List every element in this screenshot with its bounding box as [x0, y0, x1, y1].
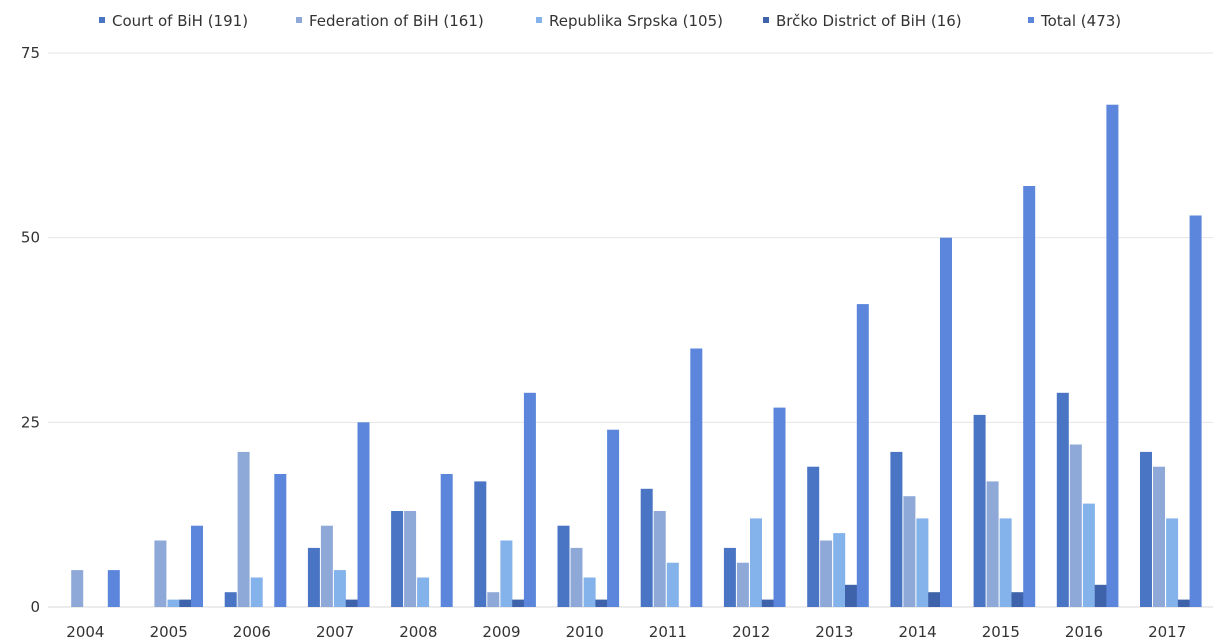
x-tick-label: 2009 [482, 623, 520, 641]
x-tick-label: 2008 [399, 623, 437, 641]
bar [940, 237, 952, 607]
bar [474, 481, 487, 607]
bar [1153, 466, 1165, 607]
bar [750, 518, 762, 607]
bar [357, 422, 370, 607]
bar [1056, 392, 1069, 607]
bar [570, 547, 583, 607]
bar [345, 599, 358, 607]
bar [890, 451, 903, 607]
bar [167, 599, 180, 607]
bar [487, 592, 500, 607]
bar [107, 570, 120, 607]
bar [179, 599, 192, 607]
legend: Court of BiH (191) Federation of BiH (161… [99, 12, 1121, 30]
bar [773, 407, 786, 607]
y-tick-label: 0 [30, 598, 40, 616]
bar [856, 304, 869, 607]
bar [761, 599, 774, 607]
legend-swatch [99, 17, 105, 23]
bar [333, 570, 346, 607]
bar [1094, 584, 1107, 607]
legend-label: Court of BiH (191) [112, 12, 248, 30]
y-axis-ticks: 0 25 50 75 [21, 44, 40, 616]
bar [690, 348, 703, 607]
bar [404, 511, 417, 607]
bar [833, 533, 846, 607]
x-tick-label: 2013 [815, 623, 853, 641]
bar [1011, 592, 1024, 607]
bar [557, 525, 570, 607]
bar [250, 577, 263, 607]
bar [512, 599, 525, 607]
x-tick-label: 2011 [649, 623, 687, 641]
bar [1140, 451, 1152, 607]
bar [845, 584, 857, 607]
x-tick-label: 2017 [1148, 623, 1186, 641]
bar [320, 525, 333, 607]
x-tick-label: 2016 [1065, 623, 1103, 641]
bar [583, 577, 596, 607]
bar [191, 525, 203, 607]
bar [1189, 215, 1202, 607]
bar [928, 592, 941, 607]
bar [736, 562, 749, 607]
bar [1023, 186, 1036, 607]
bar [607, 429, 620, 607]
bar [723, 547, 736, 607]
legend-label: Federation of BiH (161) [309, 12, 484, 30]
bar [807, 466, 820, 607]
legend-label: Republika Srpska (105) [549, 12, 723, 30]
bar [903, 496, 916, 607]
bar [595, 599, 608, 607]
bar [653, 511, 666, 607]
gridlines [48, 52, 1213, 608]
x-tick-label: 2004 [66, 623, 104, 641]
legend-label: Brčko District of BiH (16) [776, 12, 962, 30]
bar [274, 474, 287, 607]
bar [640, 488, 653, 607]
bar [1069, 444, 1082, 607]
x-tick-label: 2014 [899, 623, 937, 641]
bar [916, 518, 929, 607]
bar [666, 562, 679, 607]
x-tick-label: 2012 [732, 623, 770, 641]
bar [71, 570, 84, 607]
bar [1177, 599, 1190, 607]
legend-swatch [296, 17, 302, 23]
bar [237, 451, 250, 607]
legend-swatch [1028, 17, 1034, 23]
bar [999, 518, 1012, 607]
bar [973, 414, 986, 607]
y-tick-label: 75 [21, 44, 40, 62]
bar [440, 474, 453, 607]
bar [1106, 104, 1119, 607]
bars [71, 104, 1202, 607]
bar [523, 392, 536, 607]
x-tick-label: 2015 [982, 623, 1020, 641]
legend-swatch [763, 17, 769, 23]
x-tick-label: 2007 [316, 623, 354, 641]
bar [391, 511, 404, 607]
y-tick-label: 25 [21, 413, 40, 431]
x-tick-label: 2010 [566, 623, 604, 641]
bar [307, 547, 320, 607]
y-tick-label: 50 [21, 229, 40, 247]
bar [986, 481, 999, 607]
x-tick-label: 2005 [150, 623, 188, 641]
bar [154, 540, 167, 607]
bar [1082, 503, 1095, 607]
x-tick-label: 2006 [233, 623, 271, 641]
legend-label: Total (473) [1040, 12, 1121, 30]
bar [820, 540, 833, 607]
bar [417, 577, 430, 607]
legend-swatch [536, 17, 542, 23]
bar [1166, 518, 1179, 607]
bar [224, 592, 237, 607]
bar [500, 540, 513, 607]
x-axis-ticks: 2004 2005 2006 2007 2008 2009 2010 2011 2012 2013… [66, 623, 1186, 641]
